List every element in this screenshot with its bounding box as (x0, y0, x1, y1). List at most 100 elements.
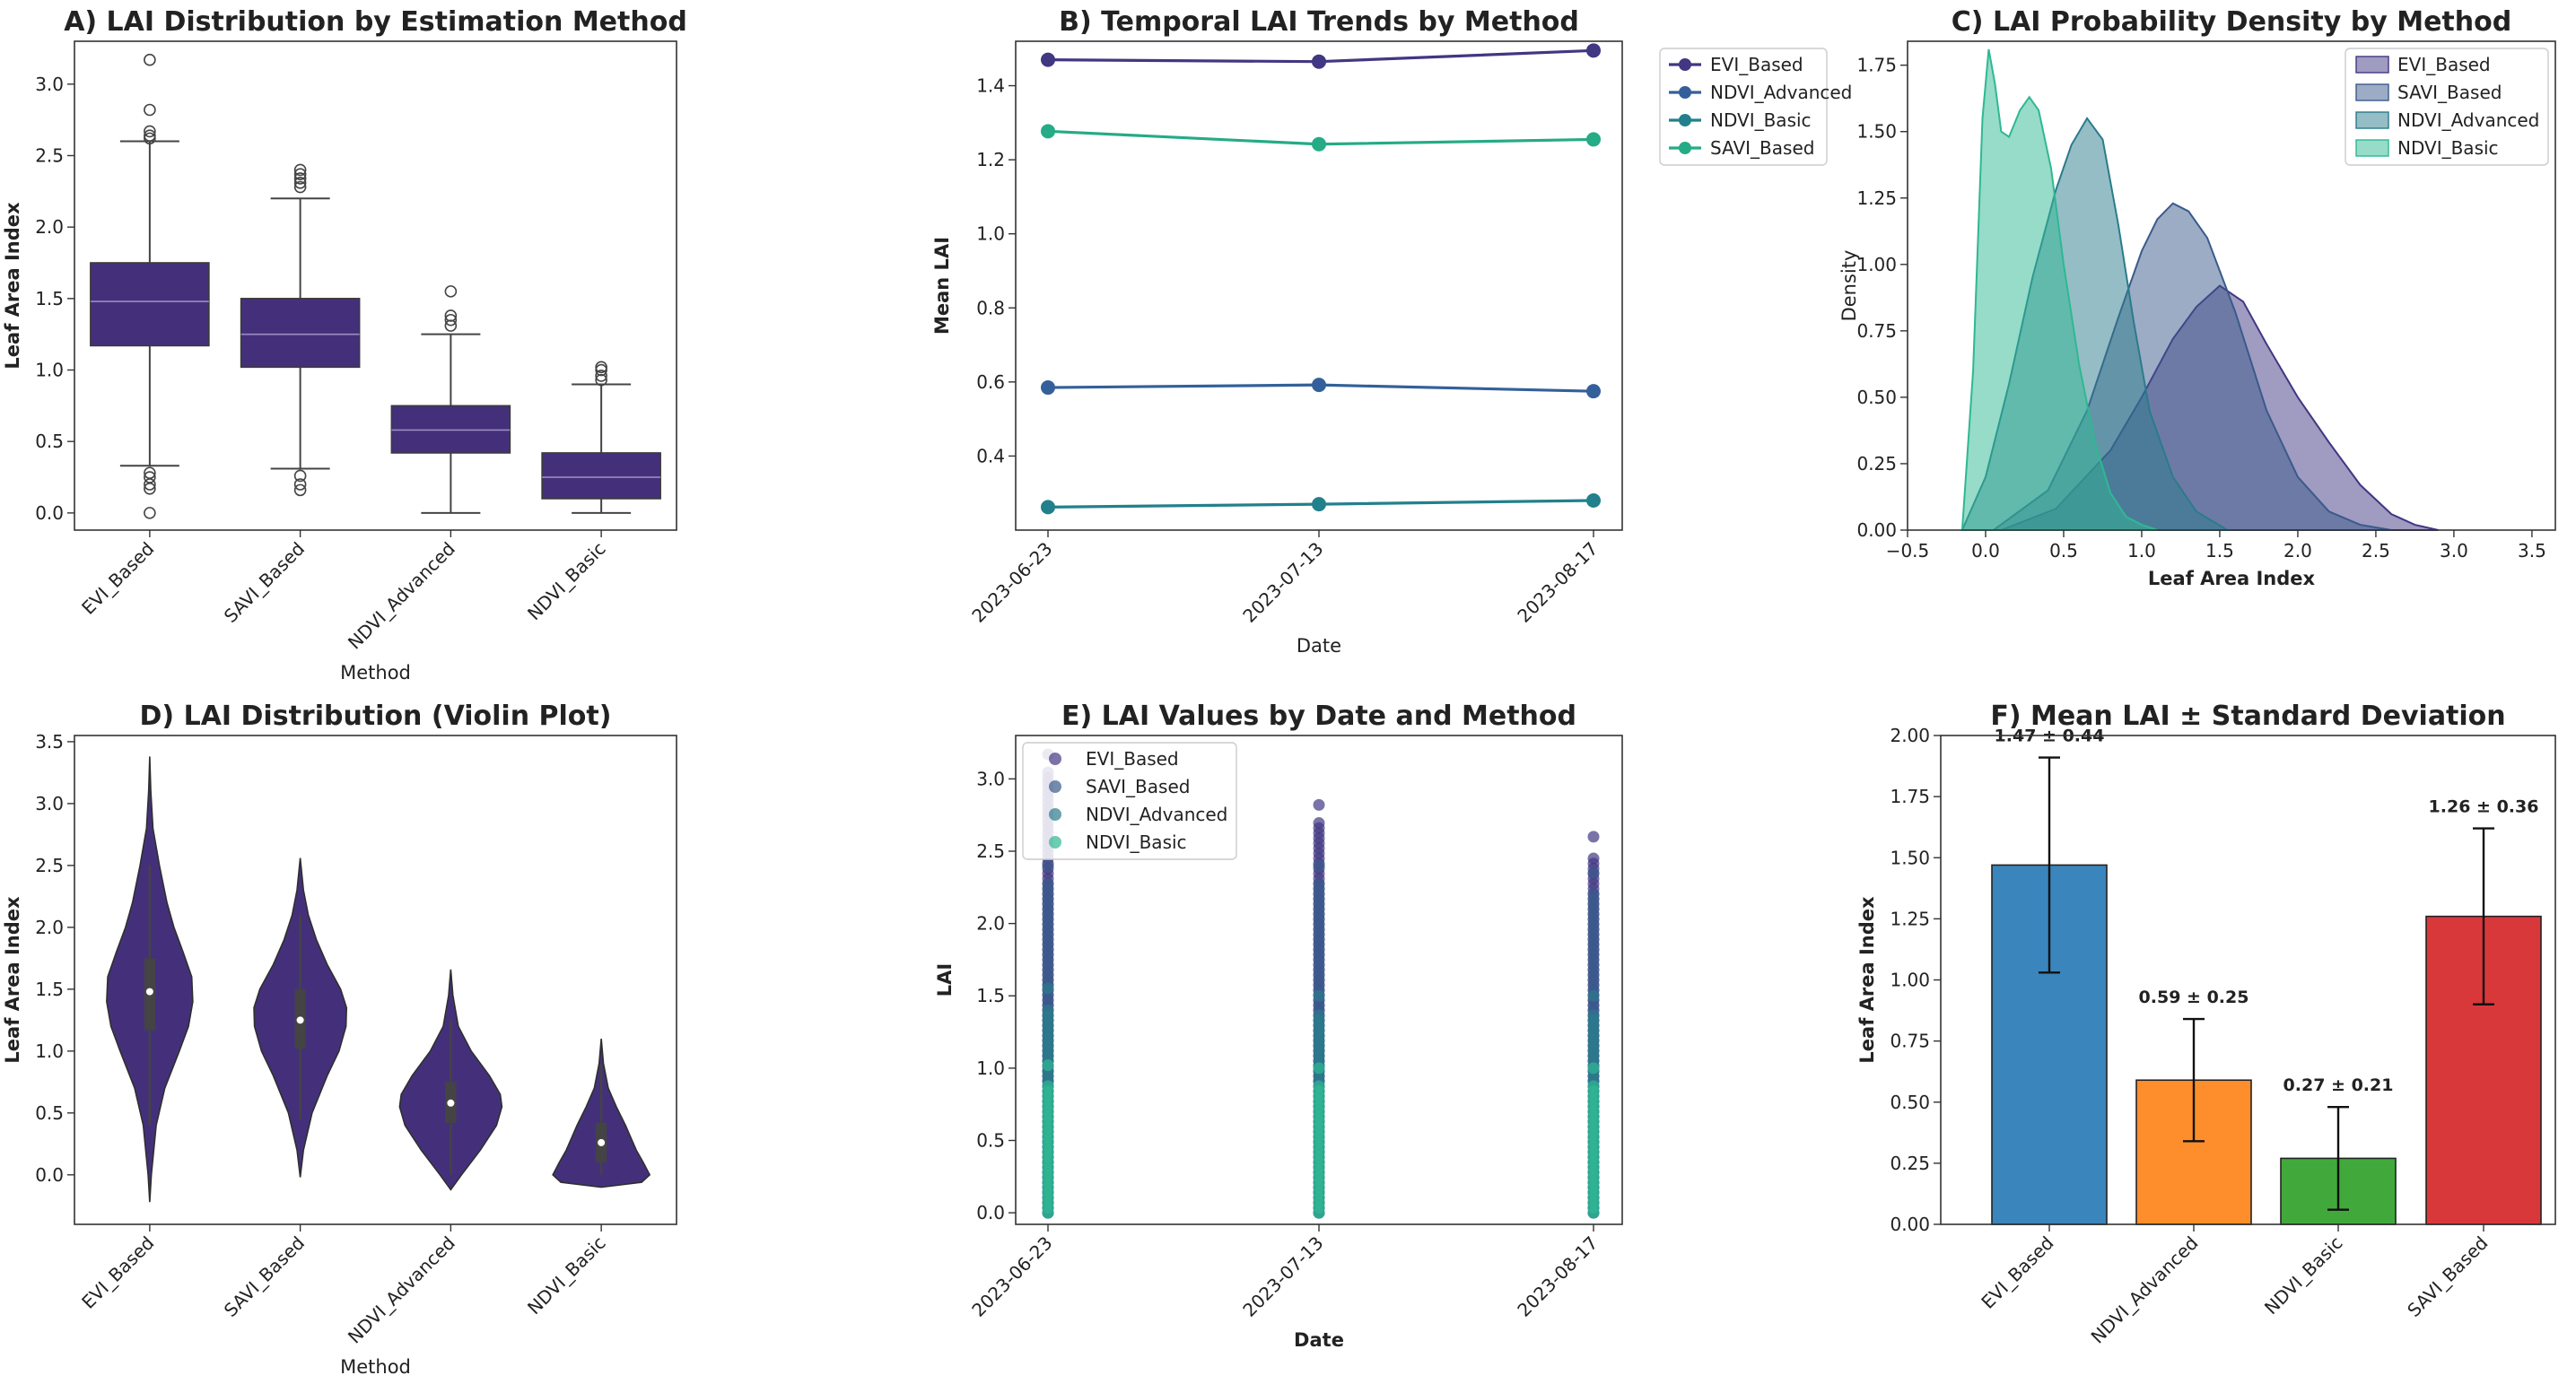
legend-label: EVI_Based (1710, 54, 1803, 75)
violin-median (145, 988, 153, 996)
x-tick-label: EVI_Based (77, 1232, 158, 1313)
y-axis-label: Mean LAI (931, 237, 953, 335)
chart-title: D) LAI Distribution (Violin Plot) (140, 701, 612, 732)
scatter-point (1587, 989, 1600, 1002)
outlier-point (293, 176, 307, 189)
scatter-point (1042, 859, 1054, 872)
scatter-point (1042, 1004, 1054, 1016)
legend: EVI_Based NDVI_Advanced NDVI_Basic SAVI_Bas… (1659, 48, 1852, 166)
legend: EVI_Based SAVI_Based NDVI_Advanced NDVI_Bas… (2345, 48, 2549, 166)
outlier-point (144, 129, 156, 142)
legend-label: NDVI_Advanced (1710, 82, 1852, 103)
scatter-point (1313, 859, 1325, 872)
scatter-point (1042, 1080, 1054, 1092)
outlier-point (144, 507, 156, 519)
x-tick-label: NDVI_Advanced (344, 538, 459, 654)
legend-label: NDVI_Basic (1710, 109, 1812, 131)
violin-NDVI_Basic (552, 1038, 651, 1188)
y-tick-label: 2.0 (35, 917, 64, 938)
y-tick-label: 2.5 (35, 855, 64, 876)
y-tick-label: 1.25 (1856, 187, 1897, 209)
legend: EVI_Based SAVI_Based NDVI_Advanced NDVI_Bas… (1022, 742, 1237, 860)
chart-title: B) Temporal LAI Trends by Method (1059, 6, 1579, 38)
line-point (1312, 54, 1326, 69)
x-tick-label: 1.0 (2127, 540, 2156, 561)
legend-marker (1049, 808, 1061, 821)
bar-value-label: 0.59 ± 0.25 (2139, 988, 2249, 1007)
line-point (1586, 43, 1601, 58)
outlier-point (444, 313, 458, 326)
y-tick-label: 1.25 (1890, 908, 1930, 929)
y-tick-label: 2.0 (976, 913, 1005, 935)
x-tick-label: 0.5 (2049, 540, 2078, 561)
x-tick-label: 2023-08-17 (1513, 1232, 1602, 1321)
y-tick-label: 0.5 (35, 431, 64, 452)
legend-box (2345, 48, 2549, 166)
x-tick-label: 1.5 (2205, 540, 2234, 561)
violin-EVI_Based (106, 756, 194, 1203)
outlier-point (595, 370, 607, 382)
line-point (1041, 124, 1055, 139)
bar-NDVI_Basic: 0.27 ± 0.21 (2280, 1075, 2397, 1225)
x-tick-label: SAVI_Based (220, 1232, 309, 1321)
x-tick-label: 2.0 (2283, 540, 2312, 561)
y-tick-label: 0.50 (1856, 387, 1897, 408)
outlier-point (444, 285, 458, 298)
legend-label: EVI_Based (2397, 54, 2491, 75)
scatter-point (1313, 877, 1325, 890)
outlier-point (444, 319, 458, 332)
y-tick-label: 1.75 (1856, 55, 1897, 76)
bar-NDVI_Advanced: 0.59 ± 0.25 (2135, 988, 2252, 1225)
legend-marker (1049, 836, 1061, 849)
legend-swatch (2355, 139, 2389, 157)
series-line-SAVI_Based (1041, 124, 1601, 152)
scatter-point (1313, 798, 1325, 811)
line-point (1312, 378, 1326, 393)
legend-marker (1679, 58, 1691, 71)
plot-area-frame (1015, 40, 1623, 531)
outlier-point (144, 103, 156, 117)
series-line-EVI_Based (1041, 43, 1601, 69)
y-tick-label: 0.6 (976, 371, 1005, 393)
violin-median (598, 1138, 606, 1146)
x-tick-label: 3.0 (2440, 540, 2468, 561)
panel-b-line-chart: B) Temporal LAI Trends by Method 0.4 0.6 0.… (931, 6, 1852, 657)
y-tick-label: 1.5 (35, 288, 64, 309)
scatter-point (1313, 1062, 1325, 1075)
plot-area-frame (74, 40, 677, 531)
scatter-point (1587, 1062, 1600, 1075)
y-tick-label: 0.00 (1856, 519, 1897, 541)
x-tick-label: NDVI_Basic (523, 538, 610, 625)
y-axis-label: Leaf Area Index (2, 896, 23, 1064)
legend-label: EVI_Based (1086, 748, 1179, 770)
bar-value-label: 0.27 ± 0.21 (2283, 1075, 2394, 1095)
plot-area-frame (74, 735, 677, 1225)
y-tick-label: 0.75 (1890, 1031, 1930, 1052)
legend-box (1022, 742, 1237, 860)
y-tick-label: 2.0 (35, 216, 64, 238)
scatter-point (1587, 1080, 1600, 1092)
legend-label: NDVI_Basic (2397, 137, 2499, 159)
panel-a-box-plot: EVI_Based SAVI_Based NDVI_Advanced NDVI_Bas… (2, 6, 687, 683)
legend-swatch (2355, 56, 2389, 74)
x-tick-label: 2023-07-13 (1238, 1232, 1327, 1321)
box-NDVI_Basic (541, 361, 661, 514)
chart-title: C) LAI Probability Density by Method (1952, 6, 2511, 38)
y-tick-label: 0.4 (976, 445, 1005, 466)
series-line-NDVI_Advanced (1041, 378, 1601, 399)
y-tick-label: 1.0 (35, 1040, 64, 1062)
box-EVI_Based (90, 53, 210, 519)
y-axis-label: Leaf Area Index (2, 202, 23, 370)
line-point (1312, 497, 1326, 512)
box-NDVI_Advanced (390, 285, 511, 514)
y-tick-label: 1.2 (976, 149, 1005, 170)
x-tick-label: SAVI_Based (2403, 1232, 2492, 1321)
y-tick-label: 0.00 (1890, 1214, 1930, 1235)
x-tick-label: NDVI_Basic (523, 1232, 610, 1319)
x-tick-label: NDVI_Advanced (344, 1232, 459, 1348)
chart-title: A) LAI Distribution by Estimation Method (64, 6, 687, 38)
legend-label: NDVI_Basic (1086, 831, 1187, 853)
legend-label: NDVI_Advanced (2397, 109, 2539, 131)
scatter-point (1042, 1059, 1054, 1072)
